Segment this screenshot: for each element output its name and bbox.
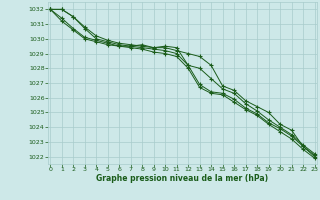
X-axis label: Graphe pression niveau de la mer (hPa): Graphe pression niveau de la mer (hPa)	[96, 174, 268, 183]
